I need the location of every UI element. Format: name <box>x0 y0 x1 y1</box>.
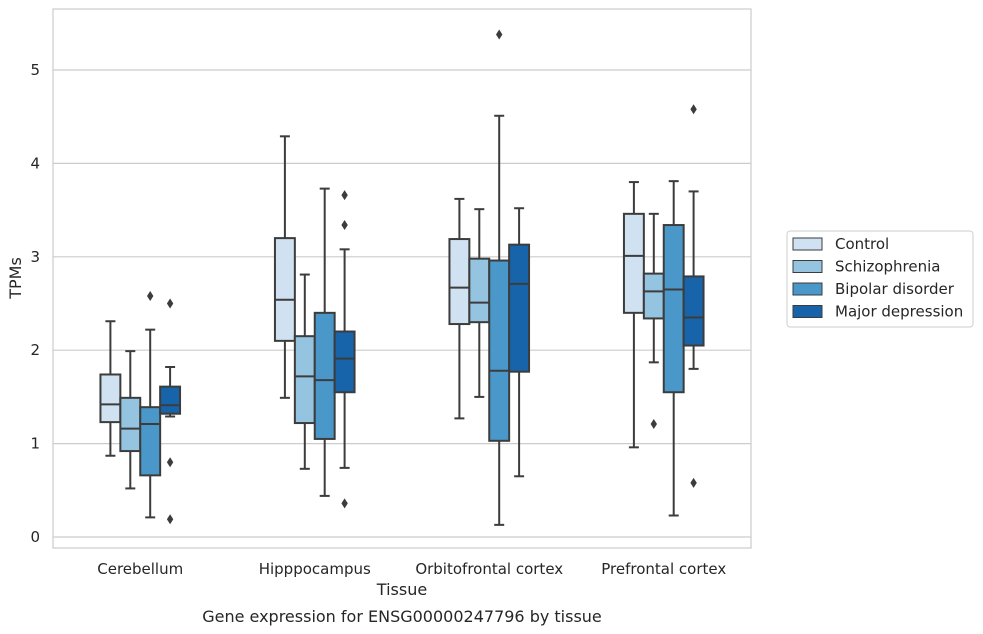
box-3-3 <box>682 104 705 488</box>
outlier-point <box>341 220 348 231</box>
y-axis-ticks: 0 1 2 3 4 5 <box>30 61 40 546</box>
box-3-2 <box>508 207 531 478</box>
box-0-2 <box>448 197 471 420</box>
legend-label: Control <box>835 235 889 253</box>
outlier-point <box>147 291 154 302</box>
box-0-1 <box>273 135 296 399</box>
outlier-point <box>650 418 657 429</box>
box-1-2 <box>468 208 491 398</box>
legend-label: Schizophrenia <box>835 258 940 276</box>
box-3-1 <box>333 190 356 509</box>
box-iqr <box>159 385 182 415</box>
box-iqr <box>682 275 705 347</box>
legend-swatch <box>792 260 823 273</box>
box-1-1 <box>293 273 316 470</box>
box-3-0 <box>159 298 182 525</box>
y-tick-label: 3 <box>30 248 40 266</box>
box-2-0 <box>139 291 162 519</box>
box-iqr <box>488 259 511 442</box>
box-iqr <box>293 335 316 425</box>
legend-items: Control Schizophrenia Bipolar disorder Majo… <box>792 235 963 321</box>
box-iqr <box>448 238 471 326</box>
x-tick-label: Orbitofrontal cortex <box>415 560 563 578</box>
box-1-3 <box>642 212 665 429</box>
box-iqr <box>273 237 296 342</box>
legend-label: Major depression <box>835 303 963 321</box>
box-2-1 <box>313 187 336 497</box>
legend-swatch <box>792 282 823 296</box>
legend-swatch <box>792 237 823 251</box>
box-2-2 <box>488 29 511 526</box>
box-1-0 <box>119 350 142 490</box>
legend-label: Bipolar disorder <box>835 280 955 298</box>
chart-caption: Gene expression for ENSG00000247796 by t… <box>202 607 602 626</box>
box-iqr <box>662 224 685 394</box>
box-iqr <box>642 272 665 320</box>
outlier-point <box>690 104 697 115</box>
y-tick-label: 0 <box>30 528 40 546</box>
y-axis-title: TPMs <box>6 257 25 300</box>
outlier-point <box>341 190 348 201</box>
x-tick-label: Hipppocampus <box>259 560 371 578</box>
box-iqr <box>99 373 122 424</box>
box-iqr <box>468 257 491 324</box>
outlier-point <box>341 498 348 509</box>
boxes-layer <box>99 29 705 526</box>
x-tick-label: Prefrontal cortex <box>601 560 726 578</box>
y-tick-label: 5 <box>30 61 40 79</box>
y-tick-label: 1 <box>30 435 40 453</box>
legend-swatch <box>792 305 823 318</box>
box-iqr <box>622 212 645 314</box>
outlier-point <box>166 514 174 525</box>
x-axis-ticks: Cerebellum Hipppocampus Orbitofrontal cort… <box>97 560 726 578</box>
outlier-point <box>166 457 174 468</box>
legend: Control Schizophrenia Bipolar disorder Majo… <box>786 230 974 328</box>
y-tick-label: 4 <box>30 154 40 172</box>
outlier-point <box>166 298 174 309</box>
box-iqr <box>313 311 336 440</box>
box-iqr <box>333 330 356 394</box>
box-iqr <box>508 243 531 373</box>
outlier-point <box>690 477 697 488</box>
legend-frame <box>786 230 974 328</box>
box-iqr <box>139 406 162 477</box>
gridlines <box>53 69 751 538</box>
outlier-point <box>496 29 503 40</box>
plot-area-frame <box>52 8 752 549</box>
x-axis-title: Tissue <box>376 580 427 599</box>
x-tick-label: Cerebellum <box>97 560 183 578</box>
box-0-0 <box>99 320 122 457</box>
box-0-3 <box>622 181 645 449</box>
box-2-3 <box>662 180 685 517</box>
y-tick-label: 2 <box>30 341 40 359</box>
box-iqr <box>119 396 142 453</box>
